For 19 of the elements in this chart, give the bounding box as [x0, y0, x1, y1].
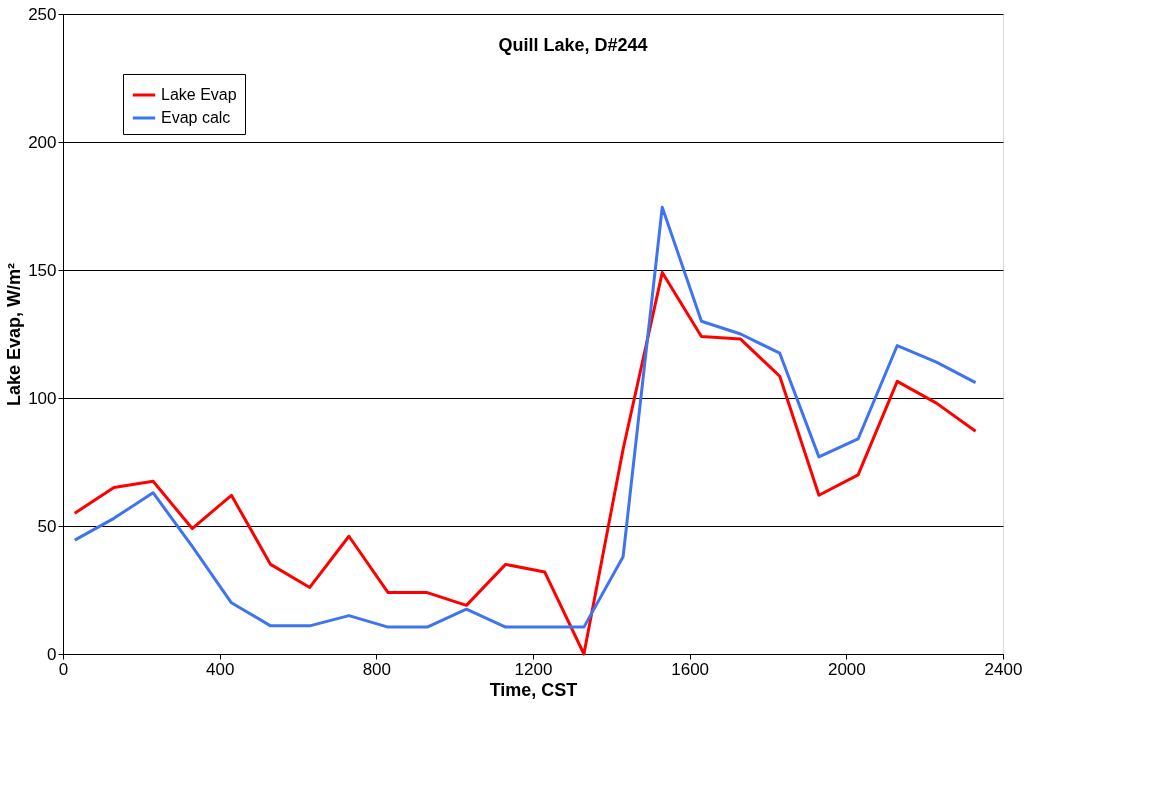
line-series	[73, 205, 978, 629]
y-tick-label: 250	[28, 4, 57, 24]
y-tick-label: 100	[28, 388, 57, 408]
y-tick-label: 200	[28, 132, 57, 152]
y-tick-label: 150	[28, 260, 57, 280]
x-tick-label: 800	[362, 659, 392, 679]
y-axis-title: Lake Evap, W/m²	[4, 262, 25, 407]
x-axis-title: Time, CST	[489, 679, 578, 700]
x-tick-label: 2000	[827, 659, 866, 679]
x-tick-label: 2400	[984, 659, 1023, 679]
x-tick-label: 1600	[671, 659, 710, 679]
line-series	[73, 271, 978, 656]
y-tick-label: 50	[37, 516, 57, 536]
y-tick-label: 0	[47, 644, 57, 664]
x-tick-label: 1200	[514, 659, 553, 679]
x-tick-label: 400	[205, 659, 235, 679]
text: Quill Lake, D#244	[498, 35, 648, 55]
legend-label: Lake Evap	[161, 86, 237, 103]
legend-label: Evap calc	[161, 109, 231, 126]
